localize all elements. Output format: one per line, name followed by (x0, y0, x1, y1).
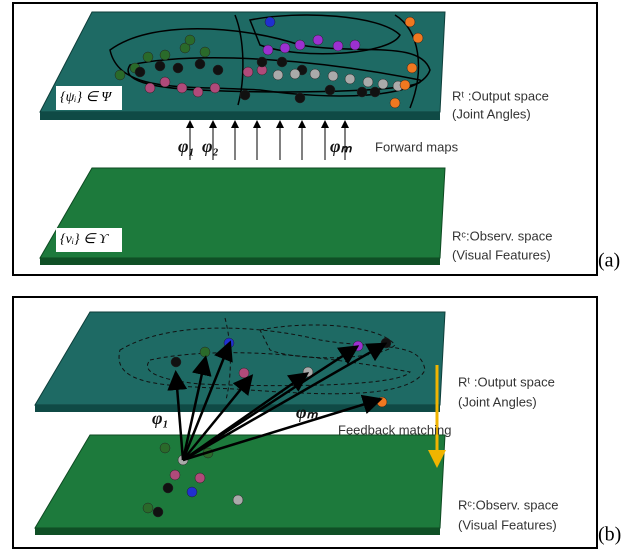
point (171, 357, 181, 367)
point (328, 71, 338, 81)
point (170, 470, 180, 480)
forward-maps: Forward maps (375, 139, 459, 154)
point (277, 57, 287, 67)
observ-plane-edge (40, 258, 440, 265)
point (153, 507, 163, 517)
point (310, 69, 320, 79)
point (325, 85, 335, 95)
point (290, 69, 300, 79)
point (370, 87, 380, 97)
point (240, 90, 250, 100)
point (407, 63, 417, 73)
point (233, 495, 243, 505)
observ-plane-edge (35, 528, 440, 535)
point (243, 67, 253, 77)
point (185, 35, 195, 45)
point (115, 70, 125, 80)
point (239, 368, 249, 378)
point (363, 77, 373, 87)
upsilon-label: {vᵢ} ∈ ϒ (60, 232, 109, 247)
point (160, 443, 170, 453)
panel-tag: (a) (598, 250, 620, 272)
point (333, 41, 343, 51)
point (390, 98, 400, 108)
observ-sub: (Visual Features) (458, 517, 557, 532)
output-sub: (Joint Angles) (458, 394, 537, 409)
point (210, 83, 220, 93)
map-label: φ₂ (202, 136, 219, 156)
point (143, 52, 153, 62)
point (280, 43, 290, 53)
output-space: Rᵗ :Output space (452, 88, 549, 103)
figure: {ψᵢ} ∈ Ψ {vᵢ} ∈ ϒ φ₁ φ₂ φₘ Forward maps … (0, 0, 636, 550)
point (213, 65, 223, 75)
point (413, 33, 423, 43)
observ-space: Rᶜ:Observ. space (452, 228, 552, 243)
point (257, 57, 267, 67)
point (135, 67, 145, 77)
point (313, 35, 323, 45)
point (143, 503, 153, 513)
map-label: φₘ (296, 402, 319, 422)
output-plane-edge (40, 112, 440, 120)
map-label: φ₁ (178, 136, 195, 156)
map-label: φₘ (330, 136, 353, 156)
point (405, 17, 415, 27)
psi-label: {ψᵢ} ∈ Ψ (60, 90, 112, 105)
point (160, 77, 170, 87)
point (155, 61, 165, 71)
point (350, 40, 360, 50)
observ-sub: (Visual Features) (452, 247, 551, 262)
point (163, 483, 173, 493)
observ-plane (35, 435, 445, 528)
point (195, 473, 205, 483)
point (160, 50, 170, 60)
point (193, 87, 203, 97)
point (377, 397, 387, 407)
point (295, 93, 305, 103)
observ-space: Rᶜ:Observ. space (458, 497, 558, 512)
map-label: φ₁ (152, 408, 169, 428)
point (187, 487, 197, 497)
point (195, 59, 205, 69)
point (263, 45, 273, 55)
point (173, 63, 183, 73)
point (200, 47, 210, 57)
point (357, 87, 367, 97)
point (200, 347, 210, 357)
point (378, 79, 388, 89)
panel-tag: (b) (598, 524, 621, 546)
output-sub: (Joint Angles) (452, 106, 531, 121)
point (145, 83, 155, 93)
point (177, 83, 187, 93)
point (265, 17, 275, 27)
point (345, 74, 355, 84)
point (295, 40, 305, 50)
output-space: Rᵗ :Output space (458, 374, 555, 389)
point (273, 70, 283, 80)
point (400, 80, 410, 90)
feedback-label: Feedback matching (338, 422, 451, 437)
